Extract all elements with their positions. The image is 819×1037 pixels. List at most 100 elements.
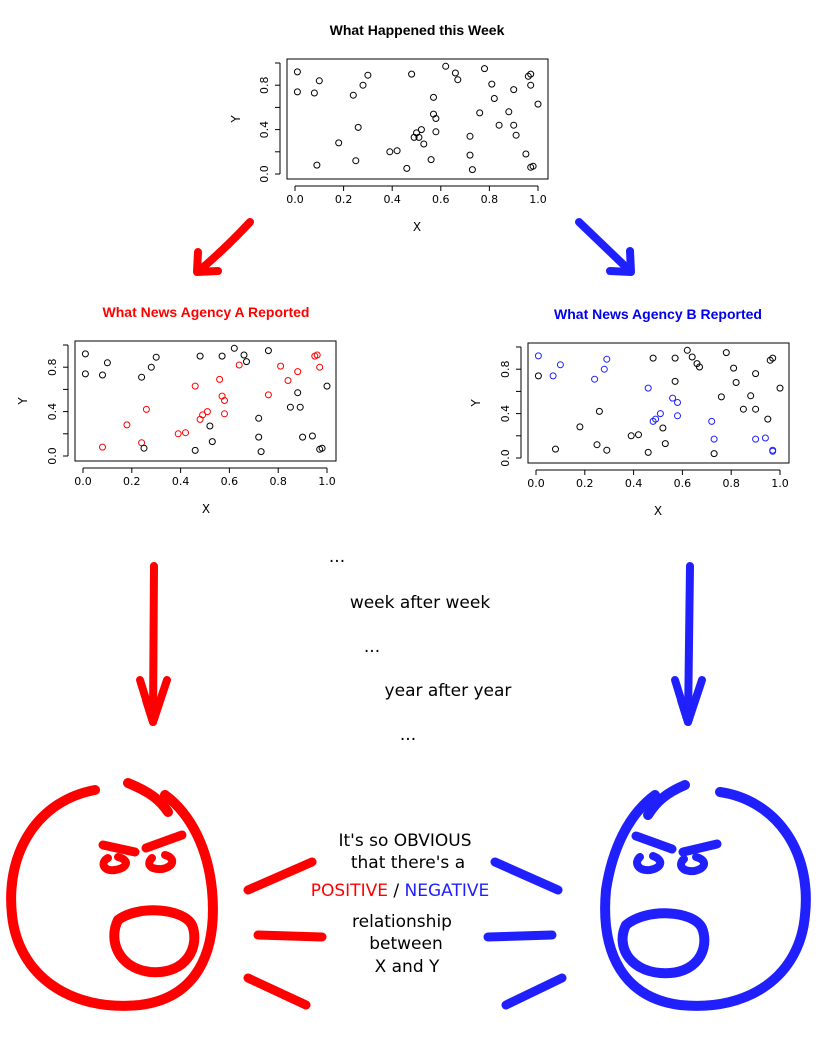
data-point (600, 365, 608, 373)
data-point (671, 354, 679, 362)
data-point (505, 108, 513, 116)
red-down-arrow (136, 562, 171, 726)
data-point (216, 375, 224, 383)
data-point (432, 128, 440, 136)
red-angry-face-icon (6, 778, 327, 1011)
y-tick-label: 0.4 (499, 405, 512, 423)
data-point (430, 93, 437, 101)
data-point (313, 351, 321, 359)
data-point (255, 433, 263, 441)
data-point (81, 370, 89, 378)
data-point (386, 148, 394, 156)
data-point (649, 354, 657, 362)
x-tick-label: 0.4 (625, 477, 643, 490)
data-point (294, 368, 302, 376)
data-point (529, 162, 537, 170)
blue-down-arrow (671, 562, 706, 726)
data-point (316, 363, 324, 371)
data-point (761, 434, 769, 442)
x-tick-label: 0.6 (674, 477, 692, 490)
speech-line-5: between (369, 934, 443, 954)
plot-agency-b-frame (527, 342, 790, 464)
data-point (408, 70, 416, 78)
data-point (490, 95, 498, 102)
caption-week-after-week: week after week (350, 593, 491, 613)
y-tick-label: 0.0 (46, 447, 59, 465)
data-point (310, 89, 318, 97)
data-point (255, 414, 263, 422)
x-tick-label: 0.8 (722, 477, 740, 490)
data-point (710, 450, 718, 458)
data-point (466, 132, 474, 140)
slash-glyph: / (393, 881, 404, 901)
data-point (556, 361, 564, 369)
data-point (257, 448, 265, 456)
plot-week-points (293, 62, 542, 174)
data-point (182, 429, 189, 437)
data-point (752, 405, 760, 413)
data-point (696, 363, 703, 371)
plot-agency-a-ylabel: Y (16, 397, 30, 406)
data-point (593, 441, 601, 449)
data-point (432, 115, 440, 122)
data-point (364, 71, 372, 79)
plot-agency-a-xlabel: X (202, 502, 210, 516)
data-point (576, 423, 584, 431)
data-point (764, 415, 772, 423)
data-point (147, 363, 155, 371)
data-point (769, 446, 777, 454)
data-point (208, 438, 216, 446)
data-point (534, 352, 542, 360)
data-point (203, 408, 211, 416)
data-point (308, 432, 316, 440)
x-tick-label: 0.0 (74, 475, 92, 488)
x-tick-label: 0.2 (576, 477, 594, 490)
ellipsis-3: ... (400, 725, 416, 745)
data-point (776, 384, 784, 392)
data-point (221, 397, 228, 404)
plot-agency-b-ylabel: Y (469, 399, 483, 408)
plot-week-ylabel: Y (229, 115, 243, 124)
plot-agency-b-title: What News Agency B Reported (554, 306, 762, 322)
y-tick-label: 0.4 (46, 403, 59, 421)
data-point (752, 435, 760, 443)
data-point (635, 431, 642, 439)
plot-week-title: What Happened this Week (330, 22, 505, 38)
x-tick-label: 0.4 (172, 475, 190, 488)
y-tick-label: 0.8 (258, 76, 271, 94)
data-point (206, 422, 214, 430)
data-point (495, 121, 503, 129)
plot-week: What Happened this Week 0.0 0.2 0.4 0.6 0.8 1… (229, 22, 549, 234)
data-point (415, 133, 423, 141)
data-point (103, 359, 111, 367)
data-point (99, 443, 106, 451)
plot-agency-a-frame (74, 340, 337, 462)
data-point (142, 405, 150, 413)
y-tick-label: 0.8 (46, 358, 59, 376)
data-point (527, 70, 535, 78)
speech-line-3: POSITIVE / NEGATIVE (311, 881, 489, 901)
data-point (315, 77, 323, 85)
plot-week-xlabel: X (413, 220, 421, 234)
data-point (427, 156, 435, 164)
x-tick-label: 0.4 (383, 193, 401, 206)
data-point (644, 384, 652, 392)
plot-agency-a-title: What News Agency A Reported (103, 304, 310, 320)
data-point (313, 161, 321, 169)
speech-line-4: relationship (352, 912, 452, 932)
speech-line-1: It's so OBVIOUS (338, 831, 471, 851)
data-point (476, 109, 484, 117)
y-tick-label: 0.4 (258, 121, 271, 139)
data-point (747, 392, 755, 400)
data-point (522, 150, 530, 158)
data-point (717, 393, 725, 401)
data-point (534, 100, 542, 108)
data-point (191, 382, 199, 390)
speech-text: It's so OBVIOUS that there's a POSITIVE … (311, 831, 489, 977)
x-tick-label: 0.2 (123, 475, 141, 488)
data-point (442, 62, 450, 70)
data-point (354, 123, 362, 131)
data-point (123, 421, 131, 429)
data-point (451, 69, 459, 77)
data-point (752, 370, 760, 378)
